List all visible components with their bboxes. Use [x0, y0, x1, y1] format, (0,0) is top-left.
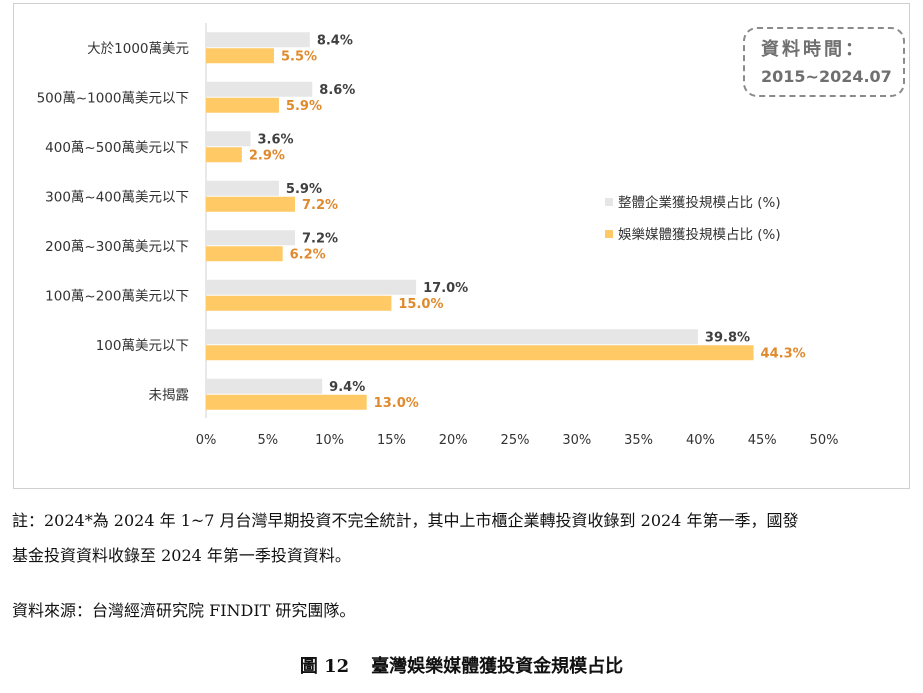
x-tick-label: 45% — [748, 433, 777, 448]
bar-chart: 大於1000萬美元 500萬~1000萬美元以下 400萬~500萬美元以下 300萬… — [37, 23, 839, 448]
value-label-overall: 8.4% — [317, 33, 353, 48]
legend-swatch — [605, 198, 613, 206]
footnote-line-1: 註：2024*為 2024 年 1~7 月台灣早期投資不完全統計，其中上市櫃企業… — [12, 511, 799, 530]
category-label: 300萬~400萬美元以下 — [45, 189, 189, 205]
bar-overall — [206, 230, 295, 246]
x-tick-label: 35% — [624, 433, 653, 448]
legend-swatch — [605, 230, 613, 238]
category-label: 400萬~500萬美元以下 — [45, 140, 189, 156]
bar-overall — [206, 378, 323, 394]
bar-entertainment — [206, 147, 242, 163]
value-label-overall: 7.2% — [302, 231, 338, 246]
bar-overall — [206, 180, 279, 196]
bar-entertainment — [206, 48, 274, 64]
chart-frame — [13, 3, 910, 489]
value-label-entertainment: 2.9% — [249, 148, 285, 163]
bar-entertainment — [206, 196, 295, 212]
value-label-entertainment: 6.2% — [290, 247, 326, 262]
value-label-overall: 17.0% — [423, 281, 468, 296]
footnote-line-2: 基金投資資料收錄至 2024 年第一季投資資料。 — [12, 546, 351, 565]
value-label-entertainment: 13.0% — [374, 396, 419, 411]
bar-overall — [206, 329, 698, 345]
x-tick-label: 20% — [439, 433, 468, 448]
category-label: 大於1000萬美元 — [87, 41, 189, 57]
value-label-overall: 39.8% — [705, 330, 750, 345]
x-tick-label: 30% — [562, 433, 591, 448]
source-note: 資料來源：台灣經濟研究院 FINDIT 研究團隊。 — [12, 601, 356, 620]
period-label: 資料時間： — [761, 39, 866, 60]
value-label-entertainment: 15.0% — [398, 297, 443, 312]
bar-entertainment — [206, 295, 392, 311]
value-label-entertainment: 5.9% — [286, 99, 322, 114]
x-tick-label: 50% — [810, 433, 839, 448]
bar-overall — [206, 81, 313, 97]
x-tick-label: 40% — [686, 433, 715, 448]
value-label-entertainment: 5.5% — [281, 49, 317, 64]
x-tick-label: 10% — [315, 433, 344, 448]
figure-title: 臺灣娛樂媒體獲投資金規模占比 — [371, 656, 624, 677]
figure-number: 圖 12 — [299, 656, 350, 677]
x-tick-label: 15% — [377, 433, 406, 448]
figure-caption: 圖 12 臺灣娛樂媒體獲投資金規模占比 — [0, 652, 923, 678]
category-label: 500萬~1000萬美元以下 — [37, 90, 189, 106]
legend-label: 整體企業獲投規模占比 (%) — [618, 194, 781, 211]
legend-label: 娛樂媒體獲投規模占比 (%) — [618, 226, 781, 243]
category-label: 200萬~300萬美元以下 — [45, 239, 189, 255]
bar-overall — [206, 279, 417, 295]
x-tick-label: 25% — [501, 433, 530, 448]
value-label-entertainment: 44.3% — [761, 346, 806, 361]
category-label: 100萬美元以下 — [96, 338, 189, 354]
bar-entertainment — [206, 97, 279, 113]
bar-overall — [206, 32, 310, 48]
bar-entertainment — [206, 246, 283, 262]
category-label: 未揭露 — [149, 387, 190, 403]
x-tick-label: 5% — [257, 433, 278, 448]
bar-entertainment — [206, 345, 754, 361]
period-range: 2015~2024.07 — [761, 67, 892, 86]
bar-overall — [206, 131, 251, 147]
value-label-overall: 5.9% — [286, 182, 322, 197]
value-label-entertainment: 7.2% — [302, 198, 338, 213]
bar-entertainment — [206, 394, 367, 410]
value-label-overall: 3.6% — [257, 132, 293, 147]
data-period-box: 資料時間： 2015~2024.07 — [743, 27, 905, 97]
value-label-overall: 9.4% — [329, 380, 365, 395]
category-label: 100萬~200萬美元以下 — [45, 288, 189, 304]
value-label-overall: 8.6% — [319, 83, 355, 98]
x-tick-label: 0% — [196, 433, 217, 448]
